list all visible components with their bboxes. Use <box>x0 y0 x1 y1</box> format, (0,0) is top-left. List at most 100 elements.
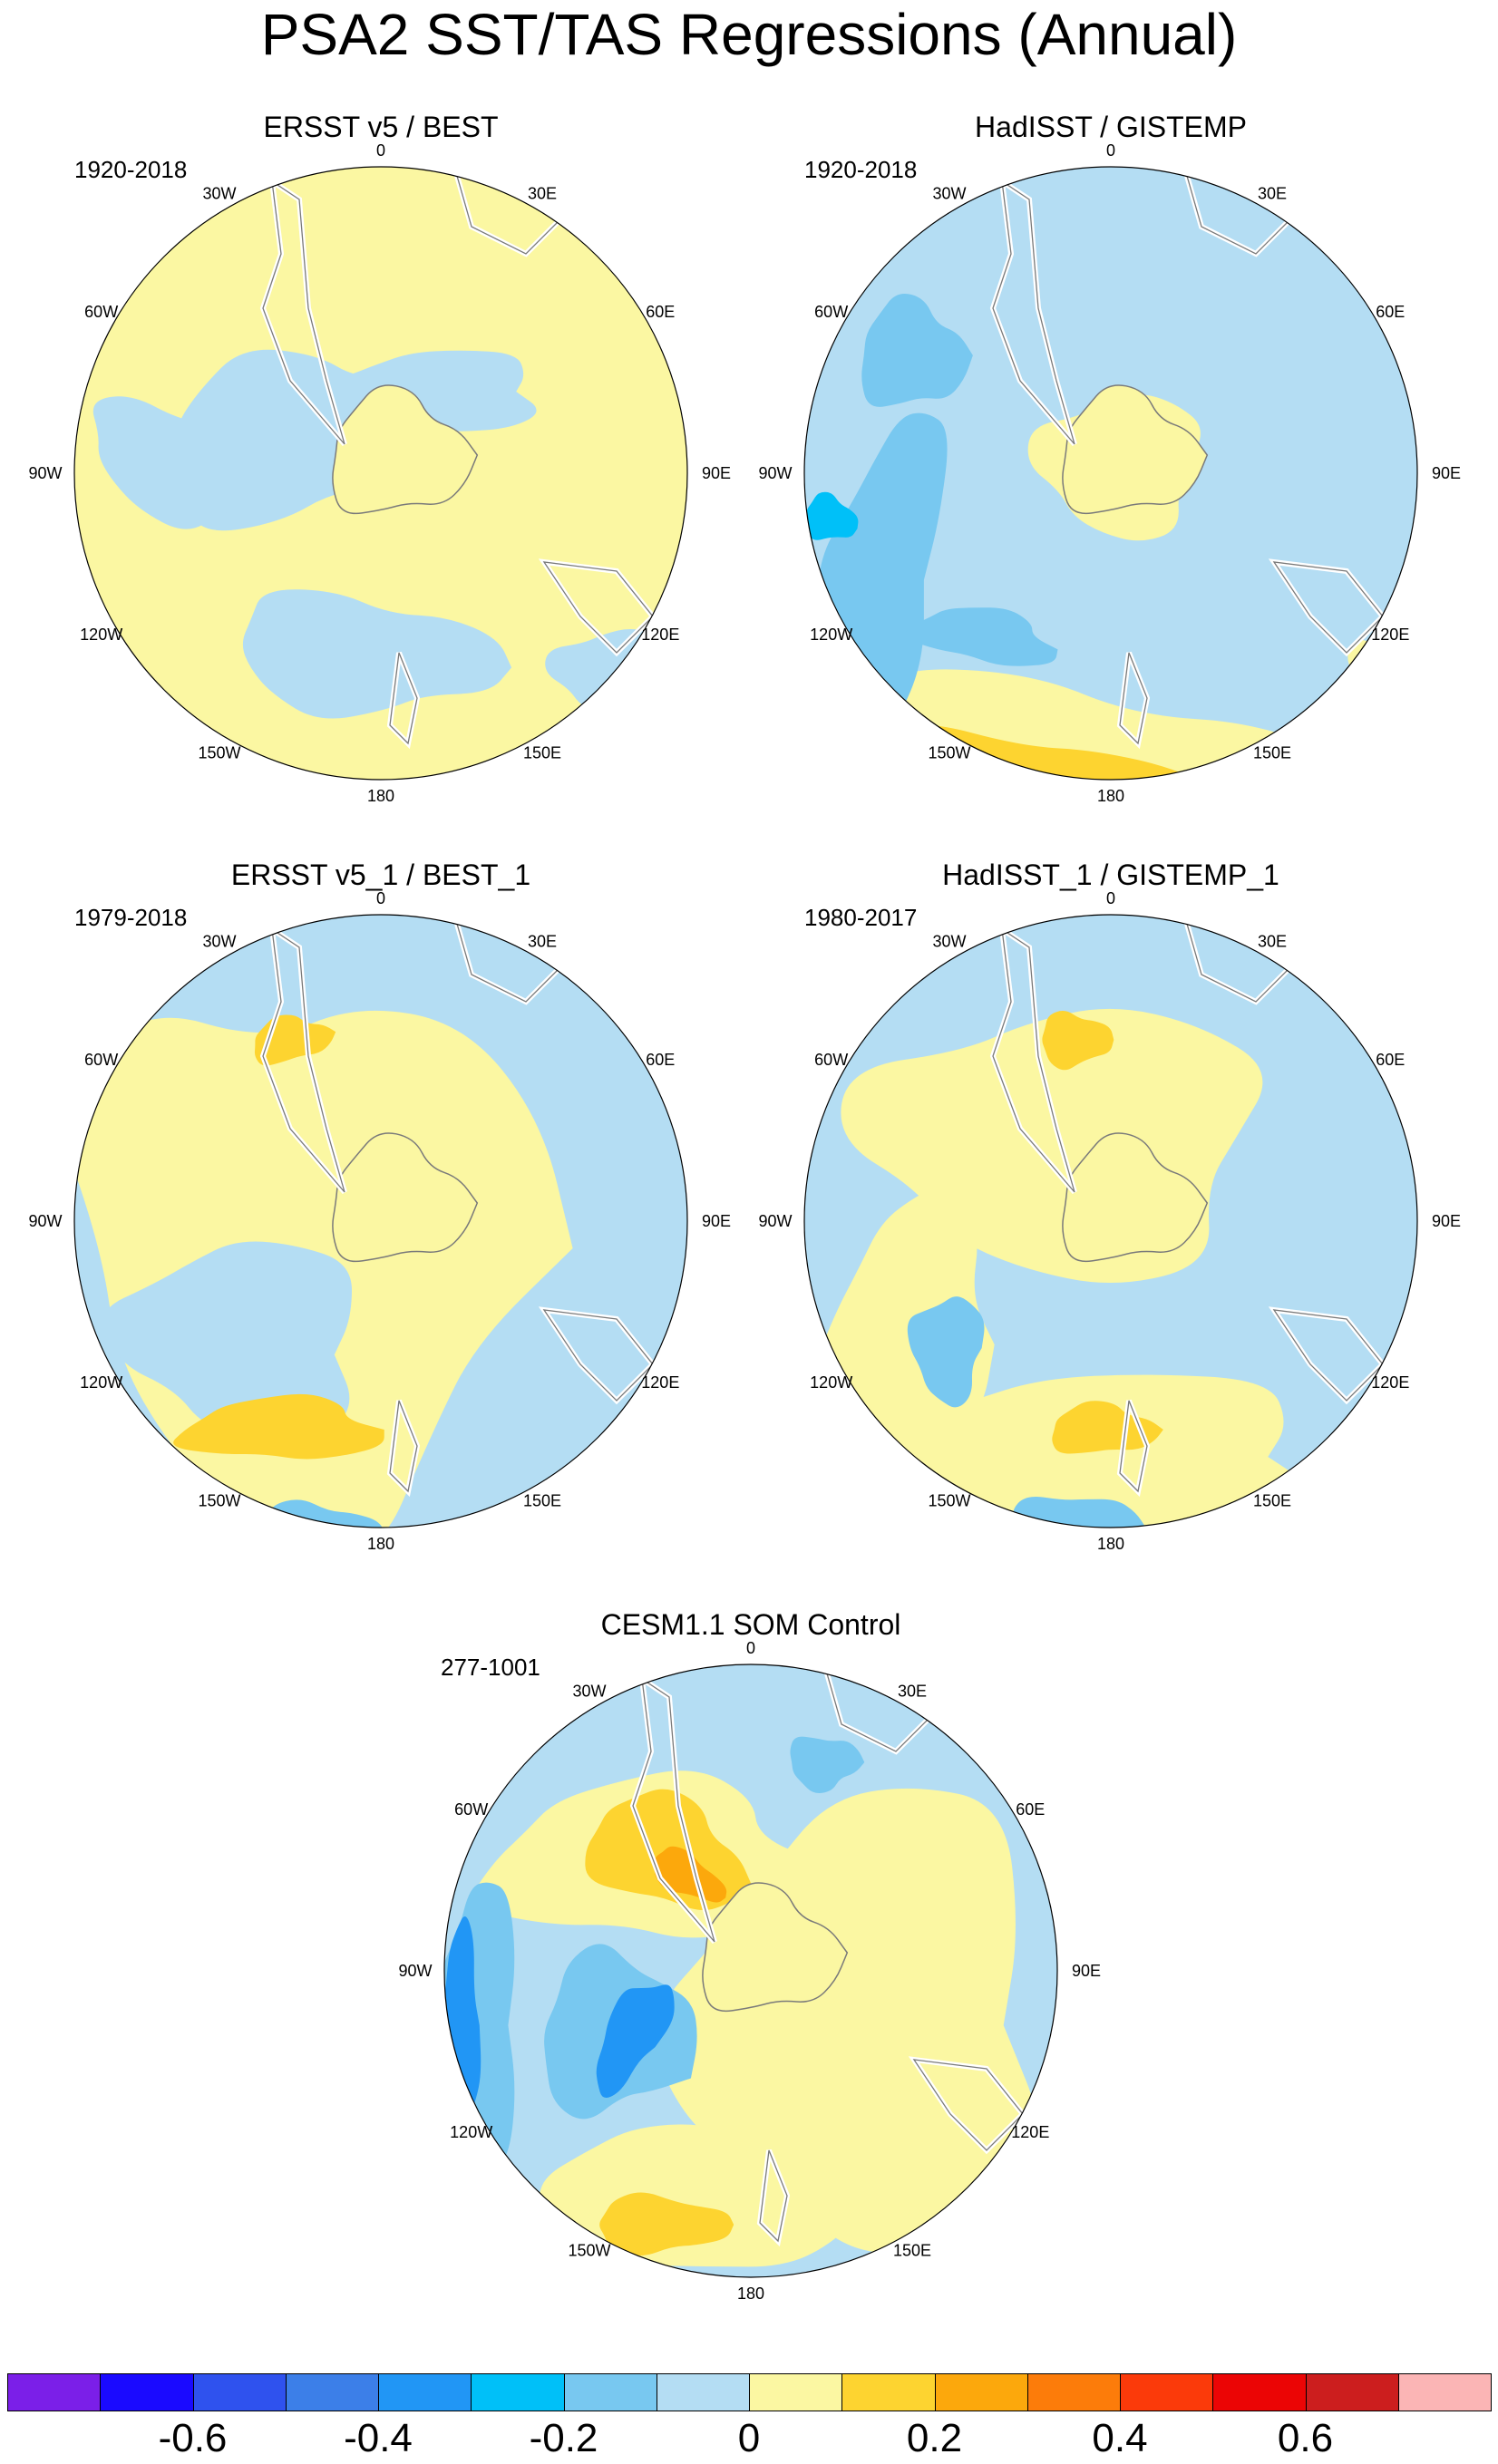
longitude-label: 60W <box>814 303 848 321</box>
map-border <box>73 914 688 1528</box>
longitude-label: 30E <box>1258 933 1287 951</box>
longitude-label: 90W <box>758 1212 792 1230</box>
colorbar-swatch <box>378 2373 472 2411</box>
longitude-label: 60W <box>84 303 118 321</box>
panel-title: CESM1.1 SOM Control <box>600 1608 901 1641</box>
longitude-label: 0 <box>1106 889 1115 907</box>
longitude-label: 180 <box>367 1535 394 1553</box>
colorbar-tick-label: 0.4 <box>1092 2416 1148 2460</box>
longitude-label: 150E <box>523 1491 561 1509</box>
longitude-label: 60E <box>1016 1800 1045 1819</box>
longitude-label: 90W <box>28 464 62 482</box>
antarctica-land <box>1062 1132 1209 1263</box>
longitude-label: 150W <box>928 743 970 762</box>
colorbar-swatch <box>7 2373 102 2411</box>
longitude-label: 120E <box>1011 2123 1049 2141</box>
colorbar-swatch <box>1397 2373 1492 2411</box>
longitude-label: 180 <box>1097 1535 1124 1553</box>
colorbar-swatch <box>749 2373 843 2411</box>
longitude-label: 180 <box>367 787 394 805</box>
longitude-label: 150E <box>893 2241 931 2259</box>
antarctica-land <box>332 1132 479 1263</box>
polar-map: 0 30E 60E 90E 120E 150E 180 150W 120W 90W 60W 30W <box>758 889 1461 1553</box>
anomaly-region <box>1052 1401 1163 1454</box>
longitude-label: 120W <box>810 626 852 644</box>
colorbar-swatch <box>563 2373 657 2411</box>
longitude-label: 150W <box>568 2241 610 2259</box>
anomaly-region <box>907 1296 985 1408</box>
colorbar-swatch <box>192 2373 287 2411</box>
longitude-label: 120W <box>80 626 122 644</box>
antarctica-land <box>332 384 479 515</box>
longitude-label: 150E <box>523 743 561 762</box>
colorbar-tick-label: -0.2 <box>529 2416 598 2460</box>
colorbar-tick-label: 0 <box>737 2416 761 2460</box>
longitude-label: 90E <box>702 464 731 482</box>
longitude-label: 120E <box>1371 1373 1409 1392</box>
map-border <box>443 1664 1058 2278</box>
coastline <box>759 2149 788 2243</box>
colorbar-swatch <box>285 2373 379 2411</box>
longitude-label: 60E <box>646 303 675 321</box>
anomaly-region <box>805 491 859 540</box>
map-panel-hadisst-gistemp-1: HadISST_1 / GISTEMP_1 1980-2017 0 30E 60E 9… <box>758 857 1461 1600</box>
anomaly-region <box>173 1393 384 1460</box>
coastline <box>542 561 654 654</box>
longitude-label: 30W <box>932 933 966 951</box>
panel-title: ERSST v5_1 / BEST_1 <box>230 859 531 891</box>
panel-period: 1979-2018 <box>74 904 188 931</box>
longitude-label: 150E <box>1253 743 1291 762</box>
anomaly-region <box>1013 1496 1147 1528</box>
colorbar-swatch <box>934 2373 1028 2411</box>
coastline <box>389 652 418 745</box>
panel-period: 1920-2018 <box>804 156 918 183</box>
anomaly-region <box>1347 639 1417 714</box>
anomaly-region <box>1042 1011 1114 1071</box>
longitude-label: 60E <box>646 1051 675 1069</box>
colorbar-swatch <box>1212 2373 1307 2411</box>
panel-title: HadISST / GISTEMP <box>975 111 1247 143</box>
map-panel-cesm-som-control: CESM1.1 SOM Control 277-1001 0 30E 60E 90E 1… <box>398 1606 1101 2350</box>
longitude-label: 30W <box>932 185 966 203</box>
coastline <box>1272 1309 1384 1402</box>
coastline <box>262 179 345 445</box>
polar-map: 0 30E 60E 90E 120E 150E 180 150W 120W 90W 60W 30W <box>28 141 731 805</box>
panel-title: HadISST_1 / GISTEMP_1 <box>942 859 1279 891</box>
coastline <box>262 927 345 1193</box>
longitude-label: 30E <box>898 1683 927 1701</box>
figure-title: PSA2 SST/TAS Regressions (Annual) <box>260 2 1238 67</box>
map-panel-ersst-best-1: ERSST v5_1 / BEST_1 1979-2018 0 30E 60E 90E… <box>28 857 731 1600</box>
longitude-label: 0 <box>376 141 385 160</box>
longitude-label: 60E <box>1376 303 1405 321</box>
longitude-label: 30W <box>202 185 236 203</box>
panel-period: 1980-2017 <box>804 904 918 931</box>
longitude-label: 150W <box>198 743 240 762</box>
colorbar: -0.6 -0.4 -0.2 0 0.2 0.4 0.6 <box>7 2373 1492 2464</box>
polar-map: 0 30E 60E 90E 120E 150E 180 150W 120W 90W 60W 30W <box>398 1639 1101 2303</box>
colorbar-swatch <box>1026 2373 1121 2411</box>
longitude-label: 90E <box>1072 1962 1101 1980</box>
longitude-label: 120W <box>450 2123 492 2141</box>
panel-period: 1920-2018 <box>74 156 188 183</box>
anomaly-region <box>861 294 973 407</box>
antarctica-land <box>702 1882 849 2013</box>
colorbar-swatch <box>1305 2373 1399 2411</box>
longitude-label: 90W <box>28 1212 62 1230</box>
colorbar-swatch <box>841 2373 936 2411</box>
polar-map: 0 30E 60E 90E 120E 150E 180 150W 120W 90W 60W 30W <box>758 141 1461 805</box>
map-panel-hadisst-gistemp: HadISST / GISTEMP 1920-2018 0 30E 60E 90E 12… <box>758 109 1461 852</box>
colorbar-tick-label: -0.4 <box>344 2416 413 2460</box>
longitude-label: 90E <box>1432 1212 1461 1230</box>
colorbar-tick-label: 0.6 <box>1277 2416 1334 2460</box>
coastline <box>1119 652 1148 745</box>
polar-map: 0 30E 60E 90E 120E 150E 180 150W 120W 90W 60W 30W <box>28 889 731 1553</box>
longitude-label: 120E <box>1371 626 1409 644</box>
anomaly-region <box>102 1241 352 1442</box>
map-panel-ersst-best: ERSST v5 / BEST 1920-2018 0 30E 60E 90E 120E… <box>28 109 731 852</box>
colorbar-swatch <box>471 2373 565 2411</box>
map-border <box>803 166 1418 781</box>
coastline <box>912 2059 1024 2151</box>
longitude-label: 30E <box>528 933 557 951</box>
coastline <box>992 927 1075 1193</box>
anomaly-region <box>599 2192 734 2256</box>
